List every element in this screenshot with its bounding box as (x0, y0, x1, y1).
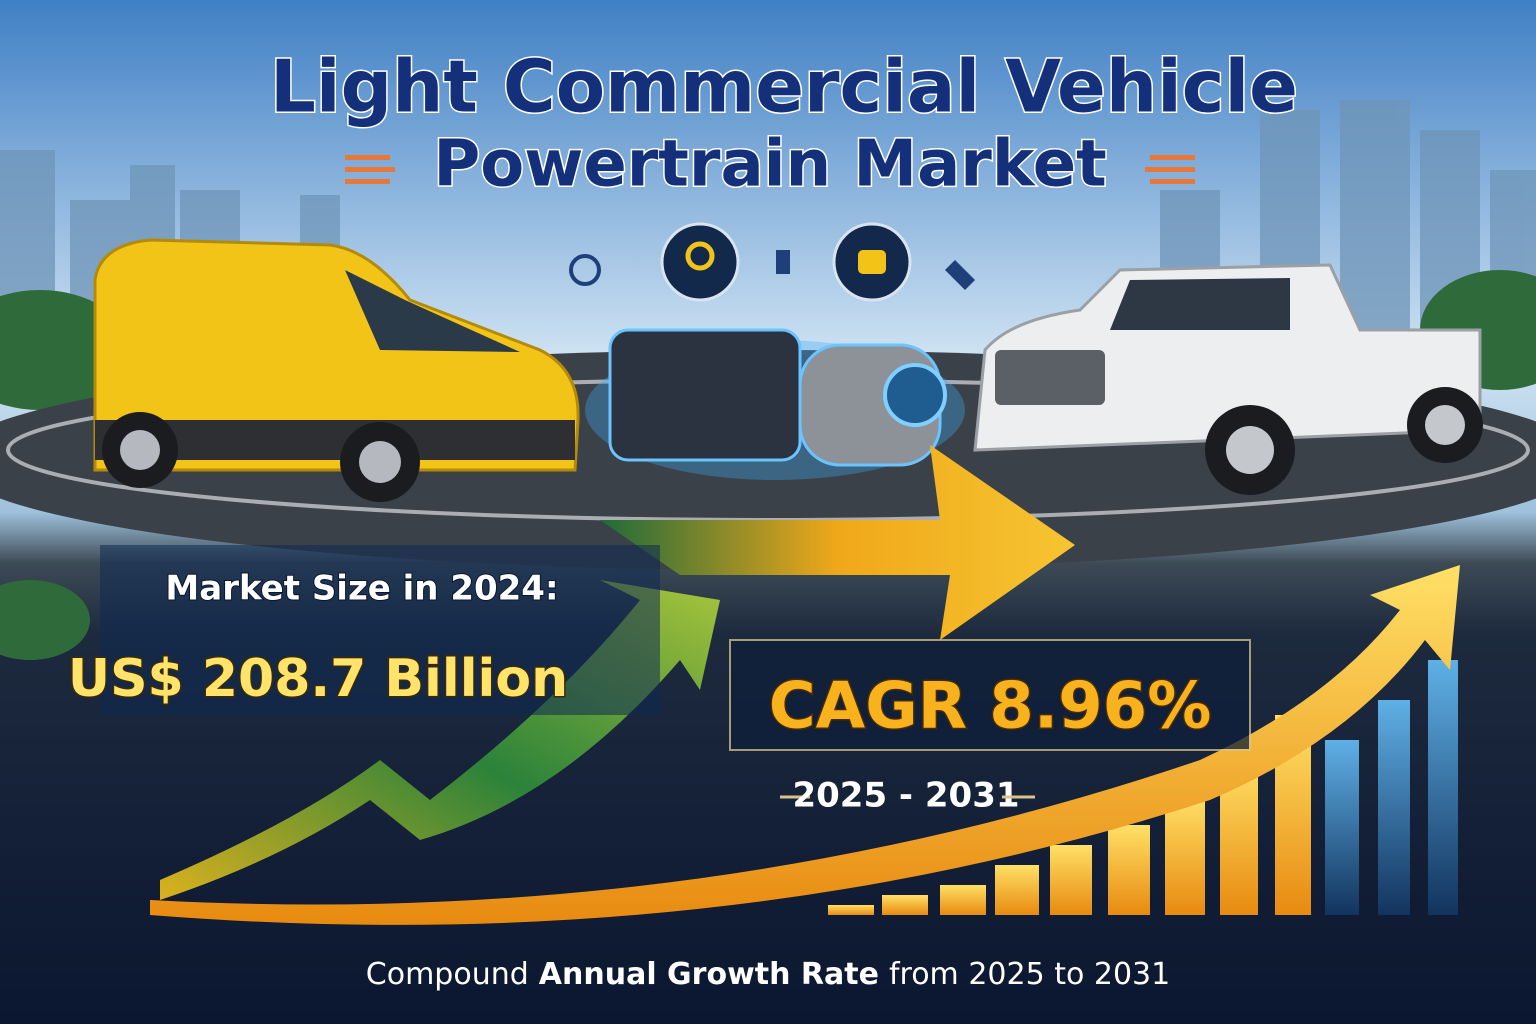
cagr-value: CAGR 8.96% (769, 670, 1212, 744)
truck-window (1110, 278, 1290, 330)
dash (1145, 167, 1195, 172)
footer-part: from 2025 to 2031 (889, 957, 1170, 992)
bar (882, 895, 928, 915)
dash (1150, 155, 1195, 160)
green-arrow (160, 580, 720, 900)
hub (359, 441, 401, 483)
engine-block (608, 328, 802, 462)
van-window (345, 270, 520, 352)
dash (345, 155, 390, 160)
bar (1108, 825, 1150, 915)
icon-glyph (685, 241, 715, 271)
icon-glyph (945, 260, 975, 290)
bar (1165, 795, 1205, 915)
bar (1378, 700, 1410, 915)
tree (0, 580, 90, 660)
icon-glyph (858, 250, 886, 274)
cagr-panel (729, 639, 1251, 751)
title-line: Light Commercial Vehicle (270, 45, 1298, 129)
footer: Compound Annual Growth Rate from 2025 to 2… (366, 957, 1170, 992)
title-dashes (345, 155, 1195, 184)
building (1340, 100, 1410, 340)
bar (1325, 740, 1359, 915)
cagr-period: 2025 - 2031 (792, 776, 1019, 816)
icon-glyph (776, 250, 790, 274)
orange-arrow (600, 445, 1075, 640)
hub (120, 430, 160, 470)
bar (1428, 660, 1458, 915)
dash (1150, 179, 1195, 184)
pickup-truck (973, 263, 1483, 495)
flywheel (883, 363, 947, 427)
market-size-panel (100, 545, 660, 715)
van (93, 238, 580, 502)
hub (1226, 426, 1274, 474)
icon-glyph (569, 254, 601, 286)
engine (585, 328, 965, 480)
footer-part: Compound (366, 957, 529, 992)
title-line: Powertrain Market (433, 128, 1106, 202)
dash (345, 179, 390, 184)
market-size-value: US$ 208.7 Billion (68, 649, 568, 709)
bar (995, 865, 1039, 915)
truck-grille (995, 350, 1105, 405)
icon-circle (660, 222, 740, 302)
footer-part: Annual Growth Rate (539, 957, 879, 992)
dash (345, 167, 395, 172)
market-size-label: Market Size in 2024: (165, 569, 558, 609)
hub (1425, 405, 1465, 445)
van-body (93, 238, 580, 472)
bar (828, 905, 874, 915)
bar (1050, 845, 1092, 915)
bar (940, 885, 986, 915)
icons (569, 222, 975, 302)
